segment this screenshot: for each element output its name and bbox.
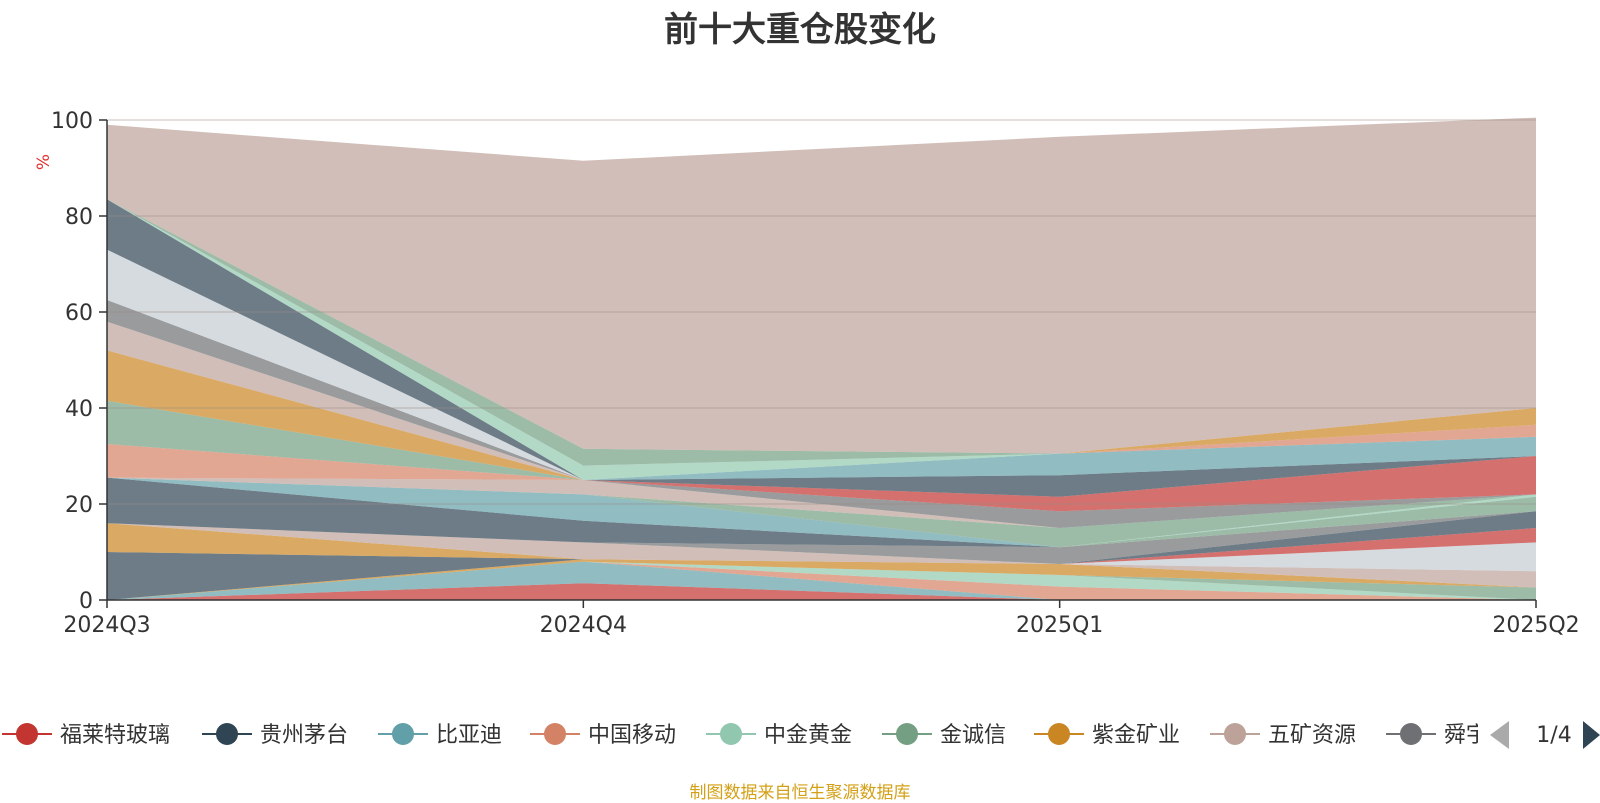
area-band: [107, 561, 1536, 600]
legend-marker: [16, 723, 38, 745]
legend-label: 舜宇光学科技: [1444, 723, 1576, 748]
legend-label: 中国移动: [588, 723, 676, 748]
y-tick-label: 100: [51, 109, 93, 134]
legend-marker: [1048, 723, 1070, 745]
y-tick-label: 40: [65, 397, 93, 422]
y-tick-label: 20: [65, 493, 93, 518]
legend-marker: [1400, 723, 1422, 745]
area-band: [107, 561, 1536, 600]
legend-label: 五矿资源: [1268, 723, 1356, 748]
legend-item[interactable]: 五矿资源: [1210, 723, 1356, 748]
legend-label: 福莱特玻璃: [60, 723, 170, 748]
axes: 0 20 40 60 80 100 2024Q3 2024Q4 2025Q1 2025Q2%: [34, 109, 1580, 638]
legend-marker: [216, 723, 238, 745]
y-tick-label: 60: [65, 301, 93, 326]
chart-title: 前十大重仓股变化: [664, 10, 936, 50]
area-band: [107, 583, 1536, 600]
legend-label: 中金黄金: [764, 723, 852, 748]
legend-prev-icon[interactable]: [1490, 721, 1509, 749]
legend-label: 贵州茅台: [260, 723, 348, 748]
area-band: [107, 456, 1536, 497]
area-band: [107, 424, 1536, 480]
x-tick-label: 2024Q4: [540, 613, 627, 638]
legend-marker: [392, 723, 414, 745]
legend-marker: [544, 723, 566, 745]
area-band: [107, 199, 1536, 466]
y-tick-label: 0: [79, 589, 93, 614]
legend-item[interactable]: 比亚迪: [378, 723, 502, 748]
legend-pager: 1/4: [1490, 721, 1600, 749]
y-axis-label: %: [34, 154, 54, 170]
area-band: [107, 561, 1536, 600]
legend-label: 紫金矿业: [1092, 723, 1180, 748]
legend-item[interactable]: 紫金矿业: [1034, 723, 1180, 748]
area-band: [107, 477, 1536, 528]
area-band: [107, 436, 1536, 480]
legend-label: 比亚迪: [436, 723, 502, 748]
area-band: [107, 199, 1536, 480]
legend-item[interactable]: 福莱特玻璃: [2, 723, 170, 748]
area-band: [107, 477, 1536, 548]
area-band: [107, 561, 1536, 600]
legend-page-indicator: 1/4: [1536, 723, 1571, 748]
area-band: [107, 477, 1536, 548]
legend: 福莱特玻璃 贵州茅台 比亚迪 中国移动 中金黄金 金诚信 紫金矿业 五矿资源 舜宇光学科技: [2, 723, 1576, 748]
x-tick-label: 2025Q2: [1492, 613, 1579, 638]
area-band: [107, 511, 1536, 564]
area-band: [107, 559, 1536, 600]
legend-item[interactable]: 中金黄金: [706, 723, 852, 748]
y-tick-label: 80: [65, 205, 93, 230]
area-band: [107, 117, 1536, 454]
legend-marker: [720, 723, 742, 745]
x-tick-label: 2024Q3: [63, 613, 150, 638]
area-band: [107, 511, 1536, 564]
area-band: [107, 511, 1536, 564]
legend-item[interactable]: 金诚信: [882, 723, 1006, 748]
area-band: [107, 477, 1536, 548]
legend-next-icon[interactable]: [1583, 721, 1600, 749]
legend-item[interactable]: 贵州茅台: [202, 723, 348, 748]
legend-marker: [896, 723, 918, 745]
legend-item[interactable]: 中国移动: [530, 723, 676, 748]
legend-item[interactable]: 舜宇光学科技: [1386, 723, 1576, 748]
area-band: [107, 477, 1536, 528]
area-band: [107, 456, 1536, 512]
legend-label: 金诚信: [940, 723, 1006, 748]
x-tick-label: 2025Q1: [1016, 613, 1103, 638]
area-band: [107, 559, 1536, 600]
source-note: 制图数据来自恒生聚源数据库: [689, 783, 911, 803]
legend-marker: [1224, 723, 1246, 745]
area-bands: [107, 117, 1536, 600]
